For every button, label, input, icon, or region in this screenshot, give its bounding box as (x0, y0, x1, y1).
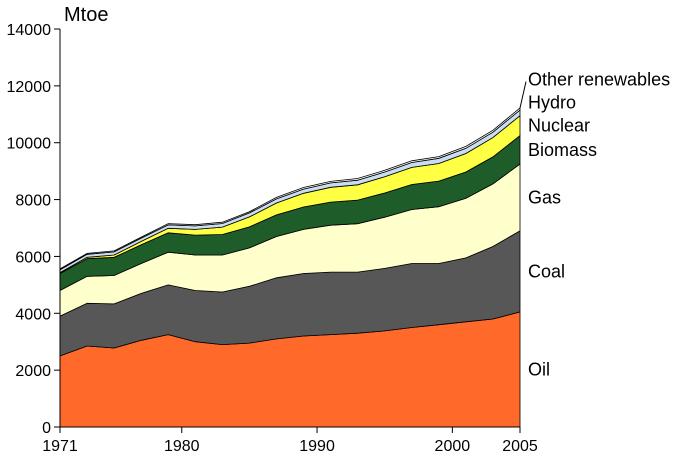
x-tick-label: 2000 (435, 438, 471, 455)
ticks: 0 2000 4000 6000 8000 10000 12000 14000 1971 1980… (7, 22, 538, 455)
series-label-other-renewables: Other renewables (528, 70, 670, 90)
y-tick-label: 8000 (15, 193, 51, 210)
series-label-oil: Oil (528, 359, 550, 379)
y-axis-unit-label: Mtoe (64, 4, 108, 26)
leader-line-other-renewables (519, 81, 527, 109)
y-tick-label: 12000 (7, 79, 52, 96)
x-tick-label: 1971 (42, 438, 78, 455)
area-other-renewables (59, 107, 521, 271)
x-tick-label: 2005 (502, 438, 538, 455)
series-areas (59, 107, 521, 428)
y-tick-label: 0 (42, 420, 51, 437)
x-tick-label: 1990 (299, 438, 335, 455)
y-tick-label: 2000 (15, 363, 51, 380)
series-labels: Oil Coal Gas Biomass Nuclear Hydro Other renew… (519, 70, 670, 379)
series-label-coal: Coal (528, 261, 565, 281)
axes (59, 29, 520, 428)
series-label-nuclear: Nuclear (528, 116, 590, 136)
series-label-hydro: Hydro (528, 93, 576, 113)
x-tick-label: 1980 (164, 438, 200, 455)
series-label-biomass: Biomass (528, 140, 597, 160)
y-tick-label: 4000 (15, 306, 51, 323)
y-tick-label: 6000 (15, 249, 51, 266)
y-tick-label: 10000 (7, 136, 52, 153)
series-label-gas: Gas (528, 187, 561, 207)
y-tick-label: 14000 (7, 22, 52, 39)
